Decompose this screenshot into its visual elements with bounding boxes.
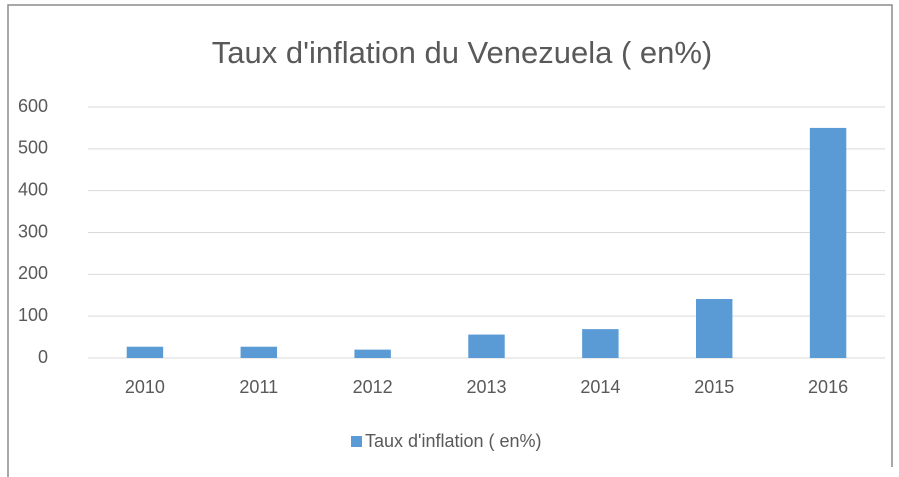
x-tick-label: 2012 bbox=[353, 377, 393, 397]
bar bbox=[809, 127, 847, 359]
bar bbox=[695, 299, 733, 358]
x-tick-label: 2015 bbox=[694, 377, 734, 397]
x-tick-label: 2014 bbox=[580, 377, 620, 397]
bar bbox=[582, 329, 619, 358]
y-tick-label: 200 bbox=[18, 263, 48, 283]
x-tick-label: 2013 bbox=[466, 377, 506, 397]
y-tick-label: 300 bbox=[18, 221, 48, 241]
y-tick-label: 500 bbox=[18, 138, 48, 158]
y-tick-label: 400 bbox=[18, 179, 48, 199]
legend-label: Taux d'inflation ( en%) bbox=[365, 431, 542, 451]
x-tick-label: 2016 bbox=[808, 377, 848, 397]
bar bbox=[354, 349, 391, 358]
x-tick-label: 2011 bbox=[239, 377, 278, 397]
legend-swatch bbox=[351, 436, 362, 447]
bar bbox=[468, 334, 505, 358]
y-tick-label: 0 bbox=[38, 347, 48, 367]
x-tick-label: 2010 bbox=[125, 377, 165, 397]
bar bbox=[240, 346, 278, 358]
bar bbox=[126, 346, 164, 358]
chart-title: Taux d'inflation du Venezuela ( en%) bbox=[212, 35, 713, 70]
chart-border bbox=[7, 4, 893, 477]
y-tick-label: 100 bbox=[18, 305, 48, 325]
y-tick-label: 600 bbox=[18, 96, 48, 116]
